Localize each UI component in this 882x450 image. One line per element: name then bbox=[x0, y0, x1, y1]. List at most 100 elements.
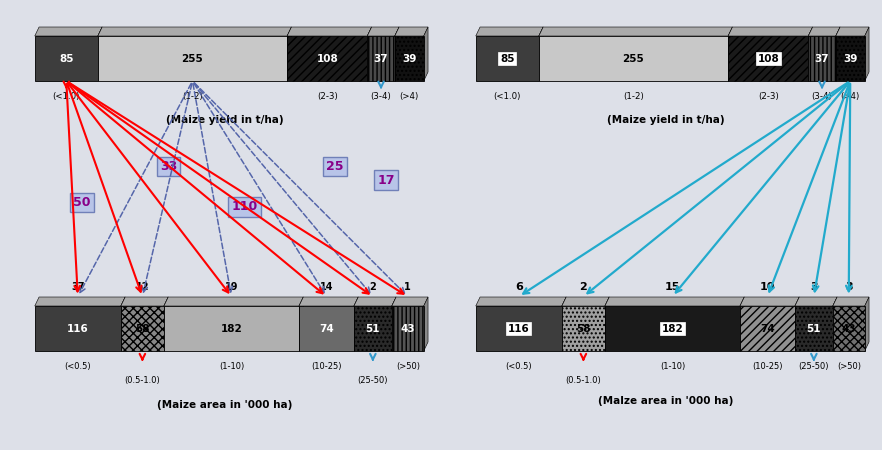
Text: (25-50): (25-50) bbox=[798, 362, 829, 371]
Text: 108: 108 bbox=[317, 54, 338, 63]
Polygon shape bbox=[367, 27, 399, 36]
Text: (0.5-1.0): (0.5-1.0) bbox=[565, 376, 602, 385]
Polygon shape bbox=[395, 27, 399, 81]
Text: (>50): (>50) bbox=[837, 362, 861, 371]
Text: (Maize area in '000 ha): (Maize area in '000 ha) bbox=[157, 400, 293, 410]
Bar bbox=[475, 36, 539, 81]
Polygon shape bbox=[833, 297, 837, 351]
Text: (>4): (>4) bbox=[400, 92, 419, 101]
Text: 12: 12 bbox=[136, 283, 149, 293]
Polygon shape bbox=[836, 27, 840, 81]
Polygon shape bbox=[34, 297, 125, 306]
Polygon shape bbox=[354, 297, 396, 306]
Text: 39: 39 bbox=[402, 54, 416, 63]
Text: (<0.5): (<0.5) bbox=[64, 362, 91, 371]
Text: 74: 74 bbox=[319, 324, 334, 333]
Text: (3-4): (3-4) bbox=[811, 92, 833, 101]
Text: (>4): (>4) bbox=[841, 92, 860, 101]
Polygon shape bbox=[392, 297, 428, 306]
Bar bbox=[836, 36, 864, 81]
Text: (1-10): (1-10) bbox=[219, 362, 244, 371]
Polygon shape bbox=[795, 297, 837, 306]
Polygon shape bbox=[395, 27, 428, 36]
Bar bbox=[354, 306, 392, 351]
Text: 19: 19 bbox=[225, 283, 238, 293]
Polygon shape bbox=[836, 27, 869, 36]
Bar bbox=[98, 36, 288, 81]
Polygon shape bbox=[605, 297, 609, 351]
Bar bbox=[795, 306, 833, 351]
Polygon shape bbox=[539, 27, 543, 81]
Polygon shape bbox=[539, 27, 732, 36]
Text: (<1.0): (<1.0) bbox=[53, 92, 80, 101]
Bar bbox=[392, 306, 423, 351]
Polygon shape bbox=[740, 297, 799, 306]
Polygon shape bbox=[34, 27, 102, 36]
Polygon shape bbox=[423, 297, 428, 351]
Text: 37: 37 bbox=[71, 283, 85, 293]
Polygon shape bbox=[98, 27, 102, 81]
Text: 51: 51 bbox=[366, 324, 380, 333]
Text: 25: 25 bbox=[326, 160, 344, 173]
Bar bbox=[808, 36, 836, 81]
Bar bbox=[299, 306, 354, 351]
Polygon shape bbox=[808, 27, 812, 81]
Text: 3: 3 bbox=[845, 283, 853, 293]
Polygon shape bbox=[833, 297, 869, 306]
Bar bbox=[539, 36, 729, 81]
Polygon shape bbox=[392, 297, 396, 351]
Text: 51: 51 bbox=[807, 324, 821, 333]
Polygon shape bbox=[562, 297, 609, 306]
Text: (1-2): (1-2) bbox=[182, 92, 203, 101]
Text: (1-10): (1-10) bbox=[660, 362, 685, 371]
Text: (10-25): (10-25) bbox=[311, 362, 341, 371]
Text: 85: 85 bbox=[500, 54, 514, 63]
Polygon shape bbox=[423, 27, 428, 81]
Text: 37: 37 bbox=[815, 54, 829, 63]
Text: 33: 33 bbox=[160, 160, 177, 173]
Bar bbox=[395, 36, 423, 81]
Polygon shape bbox=[795, 297, 799, 351]
Text: (1-2): (1-2) bbox=[623, 92, 644, 101]
Text: 3: 3 bbox=[810, 283, 818, 293]
Text: (<1.0): (<1.0) bbox=[494, 92, 521, 101]
Polygon shape bbox=[740, 297, 744, 351]
Text: (Maize yield in t/ha): (Maize yield in t/ha) bbox=[166, 115, 284, 125]
Text: 43: 43 bbox=[841, 324, 856, 333]
Text: 39: 39 bbox=[843, 54, 857, 63]
Text: 74: 74 bbox=[760, 324, 775, 333]
Text: 116: 116 bbox=[67, 324, 89, 333]
Text: 110: 110 bbox=[231, 201, 258, 213]
Text: 1: 1 bbox=[404, 283, 411, 293]
Text: (Malze area in '000 ha): (Malze area in '000 ha) bbox=[598, 396, 734, 406]
Text: 10: 10 bbox=[759, 283, 775, 293]
Polygon shape bbox=[475, 297, 566, 306]
Bar bbox=[34, 306, 121, 351]
Bar bbox=[562, 306, 605, 351]
Bar bbox=[740, 306, 795, 351]
Polygon shape bbox=[299, 297, 358, 306]
Text: (10-25): (10-25) bbox=[752, 362, 782, 371]
Bar bbox=[605, 306, 740, 351]
Bar bbox=[729, 36, 808, 81]
Polygon shape bbox=[562, 297, 566, 351]
Bar bbox=[164, 306, 299, 351]
Text: 2: 2 bbox=[579, 283, 587, 293]
Polygon shape bbox=[367, 27, 371, 81]
Text: (>50): (>50) bbox=[396, 362, 420, 371]
Text: 58: 58 bbox=[135, 324, 150, 333]
Polygon shape bbox=[121, 297, 168, 306]
Polygon shape bbox=[121, 297, 125, 351]
Text: (2-3): (2-3) bbox=[758, 92, 779, 101]
Polygon shape bbox=[864, 27, 869, 81]
Text: 85: 85 bbox=[59, 54, 73, 63]
Text: (0.5-1.0): (0.5-1.0) bbox=[124, 376, 161, 385]
Text: 50: 50 bbox=[73, 196, 91, 209]
Text: 43: 43 bbox=[400, 324, 415, 333]
Text: 58: 58 bbox=[576, 324, 591, 333]
Text: (3-4): (3-4) bbox=[370, 92, 392, 101]
Text: 6: 6 bbox=[515, 283, 523, 293]
Text: 116: 116 bbox=[508, 324, 530, 333]
Polygon shape bbox=[354, 297, 358, 351]
Polygon shape bbox=[299, 297, 303, 351]
